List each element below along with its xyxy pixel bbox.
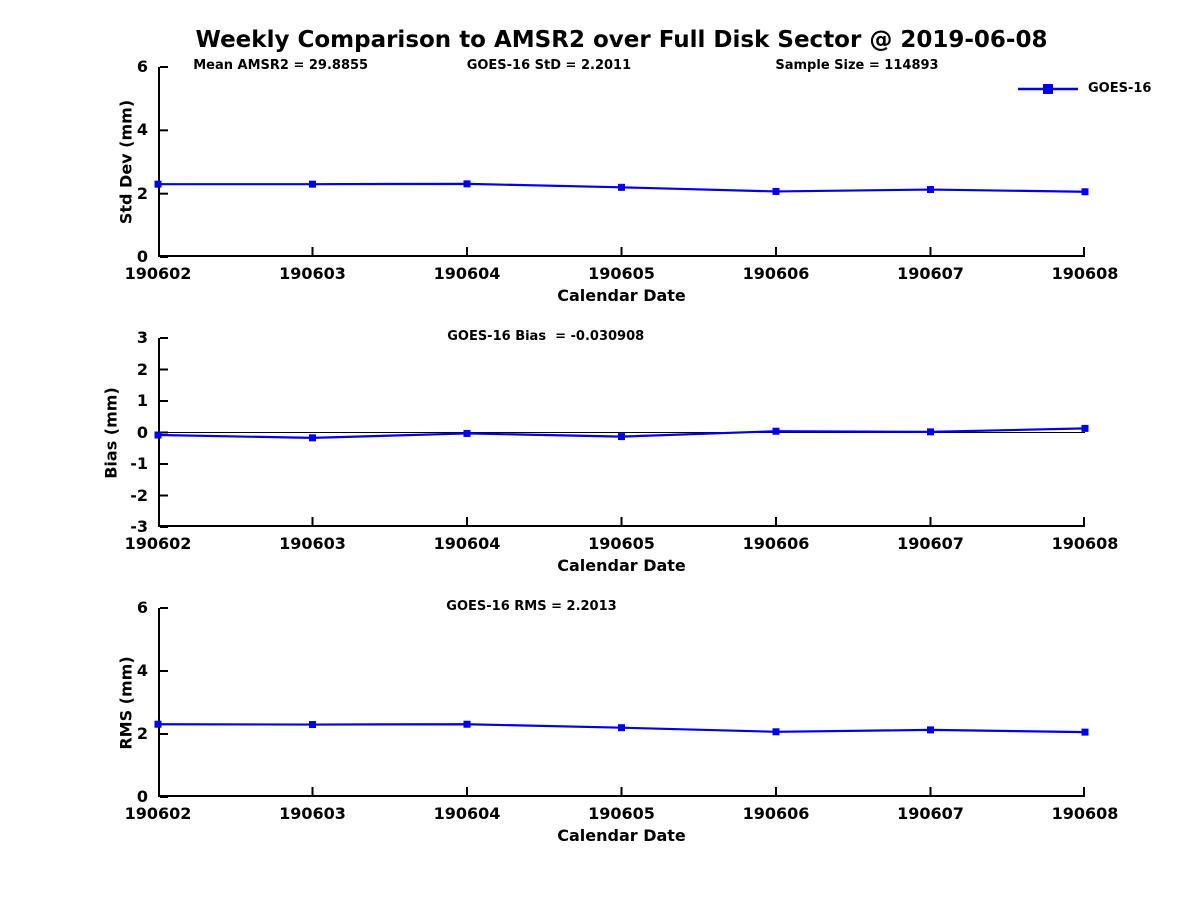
y-tick-label: -3 [130,517,148,536]
data-marker [154,431,162,439]
plot-canvas [154,607,1089,798]
y-tick-label: 6 [136,57,148,76]
y-tick-label: 0 [136,247,148,266]
plot-canvas [154,66,1089,258]
bias-plot: Bias (mm) Calendar Date -3 -2 -1 0 1 2 3 190602… [102,328,1119,574]
data-marker [154,720,162,728]
y-tick-label: 2 [136,724,148,743]
x-tick-label: 190605 [588,264,655,283]
data-marker [772,427,780,435]
data-marker [1081,188,1089,196]
x-tick-label: 190608 [1051,264,1119,283]
data-marker [618,724,625,732]
data-marker [772,728,780,736]
y-tick-label: -2 [130,485,148,505]
x-tick-label: 190608 [1051,804,1119,823]
plot-annotation: GOES-16 RMS = 2.2013 [446,599,617,614]
y-axis-label: Std Dev (mm) [116,99,136,225]
data-marker [927,726,934,734]
plot-annotation: Mean AMSR2 = 29.8855 [193,58,369,73]
data-marker [1081,728,1089,736]
x-tick-label: 190608 [1051,534,1119,553]
plot-canvas [154,337,1089,528]
data-marker [618,433,625,441]
y-tick-label: 2 [136,359,148,379]
x-tick-label: 190607 [897,534,964,553]
data-marker [927,186,934,194]
y-tick-label: 4 [136,661,148,680]
y-tick-label: 1 [136,391,148,410]
x-tick-label: 190603 [279,264,346,283]
plot-annotation: GOES-16 StD = 2.2011 [466,58,632,73]
data-marker [463,180,471,188]
x-tick-label: 190605 [588,534,655,553]
x-tick-label: 190606 [742,804,810,823]
y-tick-label: 6 [136,598,148,617]
x-tick-label: 190606 [742,534,810,553]
x-axis-label: Calendar Date [557,556,686,575]
data-marker [772,187,780,195]
data-marker [618,183,625,191]
x-tick-label: 190604 [433,534,501,553]
x-axis-label: Calendar Date [557,826,686,845]
x-tick-label: 190603 [279,804,346,823]
stddev-plot: Std Dev (mm) Calendar Date GOES-16 0 2 4 6 1… [117,57,1152,304]
plot-annotation: Sample Size = 114893 [775,58,939,73]
y-tick-label: 4 [136,120,148,140]
legend: GOES-16 [1016,82,1151,96]
data-marker [154,180,162,188]
data-marker [463,720,471,728]
x-tick-label: 190604 [433,264,501,283]
data-marker [1081,424,1089,432]
x-tick-label: 190604 [433,804,501,823]
data-marker [309,434,316,442]
x-tick-label: 190605 [588,804,655,823]
legend-line-icon [1018,84,1078,94]
rms-plot: RMS (mm) Calendar Date 0 2 4 6 190602 190603 1… [117,598,1119,844]
y-tick-label: 3 [136,328,148,347]
y-tick-label: 0 [136,422,148,442]
x-tick-label: 190602 [124,804,192,823]
y-tick-label: 0 [136,787,148,806]
data-marker [309,721,316,729]
chart-title: Weekly Comparison to AMSR2 over Full Dis… [195,27,1048,53]
x-tick-label: 190606 [742,264,810,283]
x-tick-label: 190607 [897,804,964,823]
data-marker [463,429,471,437]
y-tick-label: 2 [136,183,148,203]
y-tick-label: -1 [130,454,148,473]
x-tick-label: 190603 [279,534,346,553]
x-tick-label: 190602 [124,534,192,553]
legend-marker-icon [1043,84,1053,94]
data-marker [309,180,316,188]
legend-label: GOES-16 [1088,81,1152,96]
x-tick-label: 190602 [124,264,192,283]
x-tick-label: 190607 [897,264,964,283]
x-axis-label: Calendar Date [557,286,686,305]
data-marker [927,428,934,436]
plot-annotation: GOES-16 Bias = -0.030908 [447,329,645,344]
